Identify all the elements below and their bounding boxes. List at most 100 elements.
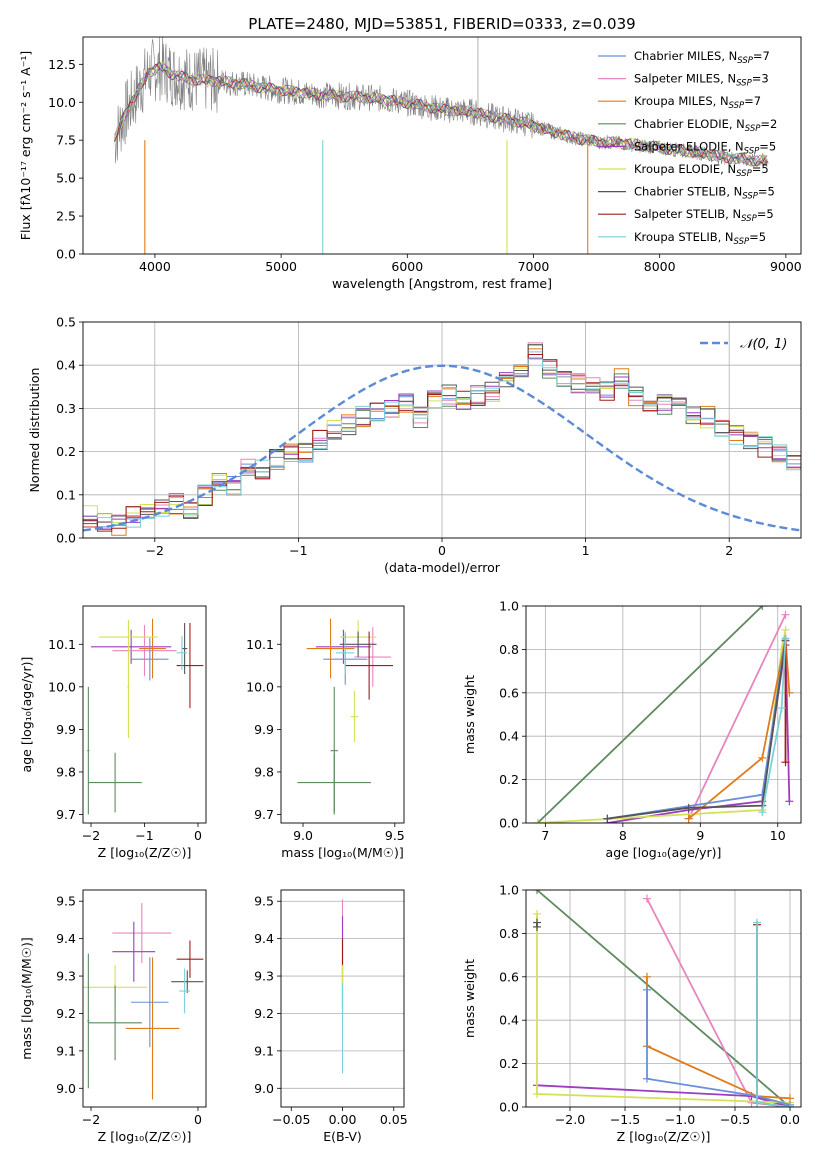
legend-label-sub: SSP — [737, 56, 753, 66]
y-tick-label: 0.6 — [499, 685, 519, 700]
y-tick-label: 9.8 — [254, 764, 274, 779]
model-line-8 — [114, 66, 768, 167]
weight-line-1 — [687, 614, 787, 820]
y-tick-label: 9.5 — [254, 894, 274, 909]
weight-line-3 — [537, 629, 787, 823]
weight-line-4 — [688, 638, 791, 820]
x-tick-label: 5000 — [265, 259, 297, 274]
legend-label-sub: SSP — [734, 237, 750, 247]
x-tick-label: 8 — [619, 828, 627, 843]
legend-label-suffix: =5 — [758, 185, 775, 199]
legend-label-name: Kroupa ELODIE, N — [634, 162, 736, 176]
weight-line-0 — [536, 606, 763, 823]
y-tick-label: 10.1 — [48, 637, 76, 652]
legend-label-suffix: =5 — [752, 162, 769, 176]
panel-residuals: 𝒩(0, 1) −2 −1 0 1 2 0.0 0.1 0.2 0.3 0.4 0.5 (data-mo… — [27, 315, 802, 575]
x-tick-label: 6000 — [391, 259, 423, 274]
x-tick-label: −1.5 — [610, 1112, 640, 1127]
y-tick-label: 9.4 — [254, 931, 274, 946]
x-tick-label: −1 — [289, 543, 307, 558]
panel-age-vs-mass: 9.0 9.5 9.7 9.8 9.9 10.0 10.1 mass [log₁₀(M/M☉)… — [246, 605, 405, 860]
y-tick-label: 1.0 — [499, 883, 519, 898]
legend-label: Chabrier STELIB, NSSP=5 — [634, 185, 775, 202]
weight-line-5 — [646, 989, 791, 1106]
y-tick-label: 0.0 — [56, 531, 76, 546]
model-line-5 — [114, 60, 768, 167]
x-axis-label: mass [log₁₀(M/M☉)] — [281, 845, 403, 860]
legend: 𝒩(0, 1) — [700, 337, 787, 352]
y-tick-label: 0.4 — [499, 1013, 519, 1028]
y-axis-label: Normed distribution — [27, 368, 42, 493]
y-tick-label: 0.4 — [56, 358, 76, 373]
legend-label-sub: SSP — [745, 124, 761, 134]
histogram-step-1 — [83, 342, 801, 528]
legend-label-name: Salpeter MILES, N — [634, 72, 736, 86]
x-tick-label: −2 — [146, 543, 164, 558]
y-tick-label: 9.0 — [254, 1081, 274, 1096]
legend-label-suffix: =7 — [753, 49, 770, 63]
y-tick-label: 10.0 — [48, 95, 76, 110]
legend-label-name: Salpeter ELODIE, N — [634, 139, 744, 153]
legend-label-sub: SSP — [729, 101, 745, 111]
legend-label-name: Kroupa MILES, N — [634, 94, 729, 108]
panel-age-vs-Z: −2 −1 0 9.7 9.8 9.9 10.0 10.1 Z [log₁₀(Z/Z☉)] age… — [19, 605, 207, 860]
legend-label-suffix: =5 — [757, 207, 774, 221]
x-tick-label: 9000 — [770, 259, 802, 274]
y-tick-label: 9.7 — [56, 807, 76, 822]
y-tick-label: 9.8 — [56, 764, 76, 779]
x-tick-label: 9.0 — [293, 828, 313, 843]
plot-area — [87, 618, 204, 815]
legend-label-name: Kroupa STELIB, N — [634, 230, 734, 244]
x-tick-label: 0.00 — [329, 1112, 357, 1127]
x-axis-label: E(B-V) — [323, 1129, 362, 1144]
legend-label-sub: SSP — [741, 214, 757, 224]
plot-area — [114, 37, 769, 254]
y-tick-label: 0.0 — [499, 816, 519, 831]
axes-frame — [525, 605, 802, 824]
x-axis-label: (data-model)/error — [384, 560, 501, 575]
x-axis-label: Z [log₁₀(Z/Z☉)] — [98, 845, 192, 860]
panel-weight-vs-Z: −2.0 −1.5 −1.0 −0.5 0.0 0.0 0.2 0.4 0.6 0.8 1.0 Z [… — [462, 883, 802, 1144]
legend-label-suffix: =5 — [749, 230, 766, 244]
y-tick-label: 12.5 — [48, 57, 76, 72]
histogram-step-2 — [83, 348, 801, 536]
y-tick-label: 9.2 — [56, 1006, 76, 1021]
y-tick-label: 9.4 — [56, 931, 76, 946]
histogram-step-0 — [83, 351, 801, 528]
y-tick-label: 5.0 — [56, 171, 76, 186]
legend-label-name: Chabrier MILES, N — [634, 49, 737, 63]
plot-area — [83, 903, 204, 1100]
gaussian-curve — [83, 364, 801, 532]
y-tick-label: 0.2 — [499, 772, 519, 787]
y-tick-label: 0.4 — [499, 729, 519, 744]
panel-mass-vs-Z: −2 0 9.0 9.1 9.2 9.3 9.4 9.5 Z [log₁₀(Z/Z☉)] mass… — [19, 889, 207, 1144]
y-tick-label: 0.8 — [499, 642, 519, 657]
legend-label-suffix: =2 — [760, 117, 777, 131]
y-tick-label: 9.1 — [56, 1043, 76, 1058]
y-tick-label: 10.1 — [246, 637, 274, 652]
legend-label-name: Salpeter STELIB, N — [634, 207, 741, 221]
legend-label-name: Chabrier ELODIE, N — [634, 117, 745, 131]
x-tick-label: −1 — [135, 828, 153, 843]
x-tick-label: 8000 — [644, 259, 676, 274]
axes-frame — [525, 889, 802, 1108]
x-tick-label: 0.05 — [380, 1112, 408, 1127]
y-tick-label: 1.0 — [499, 599, 519, 614]
legend-label: 𝒩(0, 1) — [740, 337, 787, 352]
x-tick-label: 0 — [194, 1112, 202, 1127]
axes-frame — [82, 889, 207, 1108]
legend-label-sub: SSP — [742, 192, 758, 202]
legend-label: Kroupa STELIB, NSSP=5 — [634, 230, 766, 247]
x-tick-label: −2 — [82, 828, 100, 843]
weight-line-6 — [607, 640, 787, 820]
legend-label: Chabrier ELODIE, NSSP=2 — [634, 117, 777, 134]
y-tick-label: 0.6 — [499, 969, 519, 984]
x-tick-label: 9 — [696, 828, 704, 843]
y-tick-label: 0.8 — [499, 926, 519, 941]
y-tick-label: 0.0 — [499, 1100, 519, 1115]
legend-label-suffix: =3 — [752, 72, 769, 86]
y-tick-label: 9.0 — [56, 1081, 76, 1096]
y-tick-label: 10.0 — [48, 679, 76, 694]
weight-line-8 — [756, 922, 791, 1107]
